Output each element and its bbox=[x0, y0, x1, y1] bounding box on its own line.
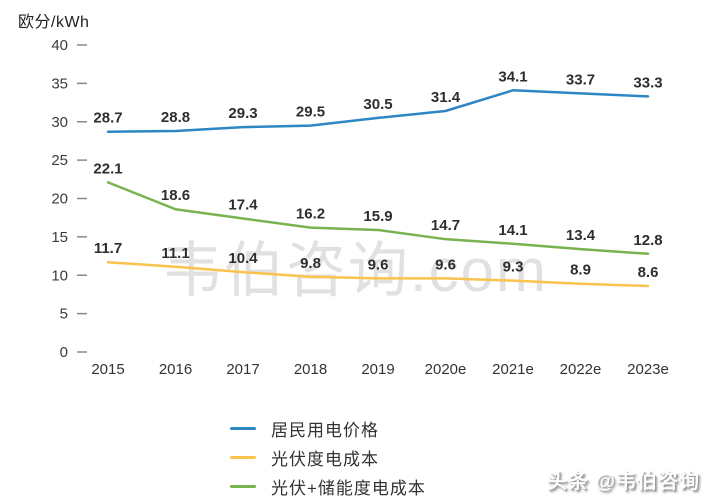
svg-text:2018: 2018 bbox=[294, 361, 327, 378]
svg-text:28.8: 28.8 bbox=[161, 109, 190, 126]
svg-text:2015: 2015 bbox=[91, 361, 124, 378]
svg-text:30.5: 30.5 bbox=[363, 96, 392, 113]
legend-label-pv-cost: 光伏度电成本 bbox=[271, 450, 379, 469]
svg-text:22.1: 22.1 bbox=[93, 160, 122, 177]
svg-text:20: 20 bbox=[51, 191, 68, 208]
svg-text:9.3: 9.3 bbox=[503, 259, 524, 276]
svg-text:40: 40 bbox=[51, 37, 68, 54]
legend-label-residential-price: 居民用电价格 bbox=[271, 421, 379, 440]
svg-text:30: 30 bbox=[51, 114, 68, 131]
svg-text:2023e: 2023e bbox=[627, 361, 669, 378]
legend-line-swatch-yellow bbox=[230, 456, 256, 459]
svg-text:25: 25 bbox=[51, 152, 68, 169]
svg-text:11.1: 11.1 bbox=[161, 245, 189, 262]
svg-text:8.6: 8.6 bbox=[638, 264, 659, 281]
svg-text:2020e: 2020e bbox=[425, 361, 467, 378]
legend-item-pv-cost: 光伏度电成本 bbox=[230, 443, 426, 472]
svg-text:9.8: 9.8 bbox=[300, 255, 321, 272]
svg-text:2022e: 2022e bbox=[560, 361, 602, 378]
svg-text:5: 5 bbox=[60, 306, 68, 323]
svg-text:33.3: 33.3 bbox=[633, 74, 662, 91]
svg-text:34.1: 34.1 bbox=[498, 68, 527, 85]
legend: 居民用电价格 光伏度电成本 光伏+储能度电成本 bbox=[230, 414, 426, 500]
svg-text:10.4: 10.4 bbox=[228, 250, 258, 267]
svg-text:33.7: 33.7 bbox=[566, 71, 595, 88]
svg-text:8.9: 8.9 bbox=[570, 262, 591, 279]
svg-text:15.9: 15.9 bbox=[363, 208, 392, 225]
svg-text:2017: 2017 bbox=[226, 361, 259, 378]
legend-line-swatch-green bbox=[230, 485, 256, 488]
svg-text:2016: 2016 bbox=[159, 361, 192, 378]
legend-label-pv-storage-cost: 光伏+储能度电成本 bbox=[271, 479, 426, 498]
svg-text:28.7: 28.7 bbox=[93, 110, 122, 127]
svg-text:13.4: 13.4 bbox=[566, 227, 596, 244]
svg-text:2019: 2019 bbox=[361, 361, 394, 378]
y-axis-title: 欧分/kWh bbox=[18, 14, 90, 31]
svg-text:31.4: 31.4 bbox=[431, 89, 461, 106]
svg-text:16.2: 16.2 bbox=[296, 206, 325, 223]
svg-text:14.7: 14.7 bbox=[431, 217, 460, 234]
svg-text:35: 35 bbox=[51, 75, 68, 92]
svg-text:11.7: 11.7 bbox=[94, 240, 122, 257]
svg-text:2021e: 2021e bbox=[492, 361, 534, 378]
svg-text:0: 0 bbox=[60, 344, 68, 361]
svg-text:12.8: 12.8 bbox=[633, 232, 662, 249]
svg-text:17.4: 17.4 bbox=[228, 196, 258, 213]
svg-text:29.5: 29.5 bbox=[296, 104, 325, 121]
svg-text:18.6: 18.6 bbox=[161, 187, 190, 204]
legend-item-residential-price: 居民用电价格 bbox=[230, 414, 426, 443]
svg-text:10: 10 bbox=[51, 267, 68, 284]
svg-text:29.3: 29.3 bbox=[228, 105, 257, 122]
svg-text:14.1: 14.1 bbox=[498, 222, 527, 239]
legend-item-pv-storage-cost: 光伏+储能度电成本 bbox=[230, 472, 426, 500]
legend-line-swatch-blue bbox=[230, 427, 256, 430]
svg-text:15: 15 bbox=[51, 229, 68, 246]
svg-text:9.6: 9.6 bbox=[368, 256, 389, 273]
toutiao-watermark: 头条 @韦伯咨询 bbox=[546, 471, 700, 493]
svg-text:9.6: 9.6 bbox=[435, 256, 456, 273]
